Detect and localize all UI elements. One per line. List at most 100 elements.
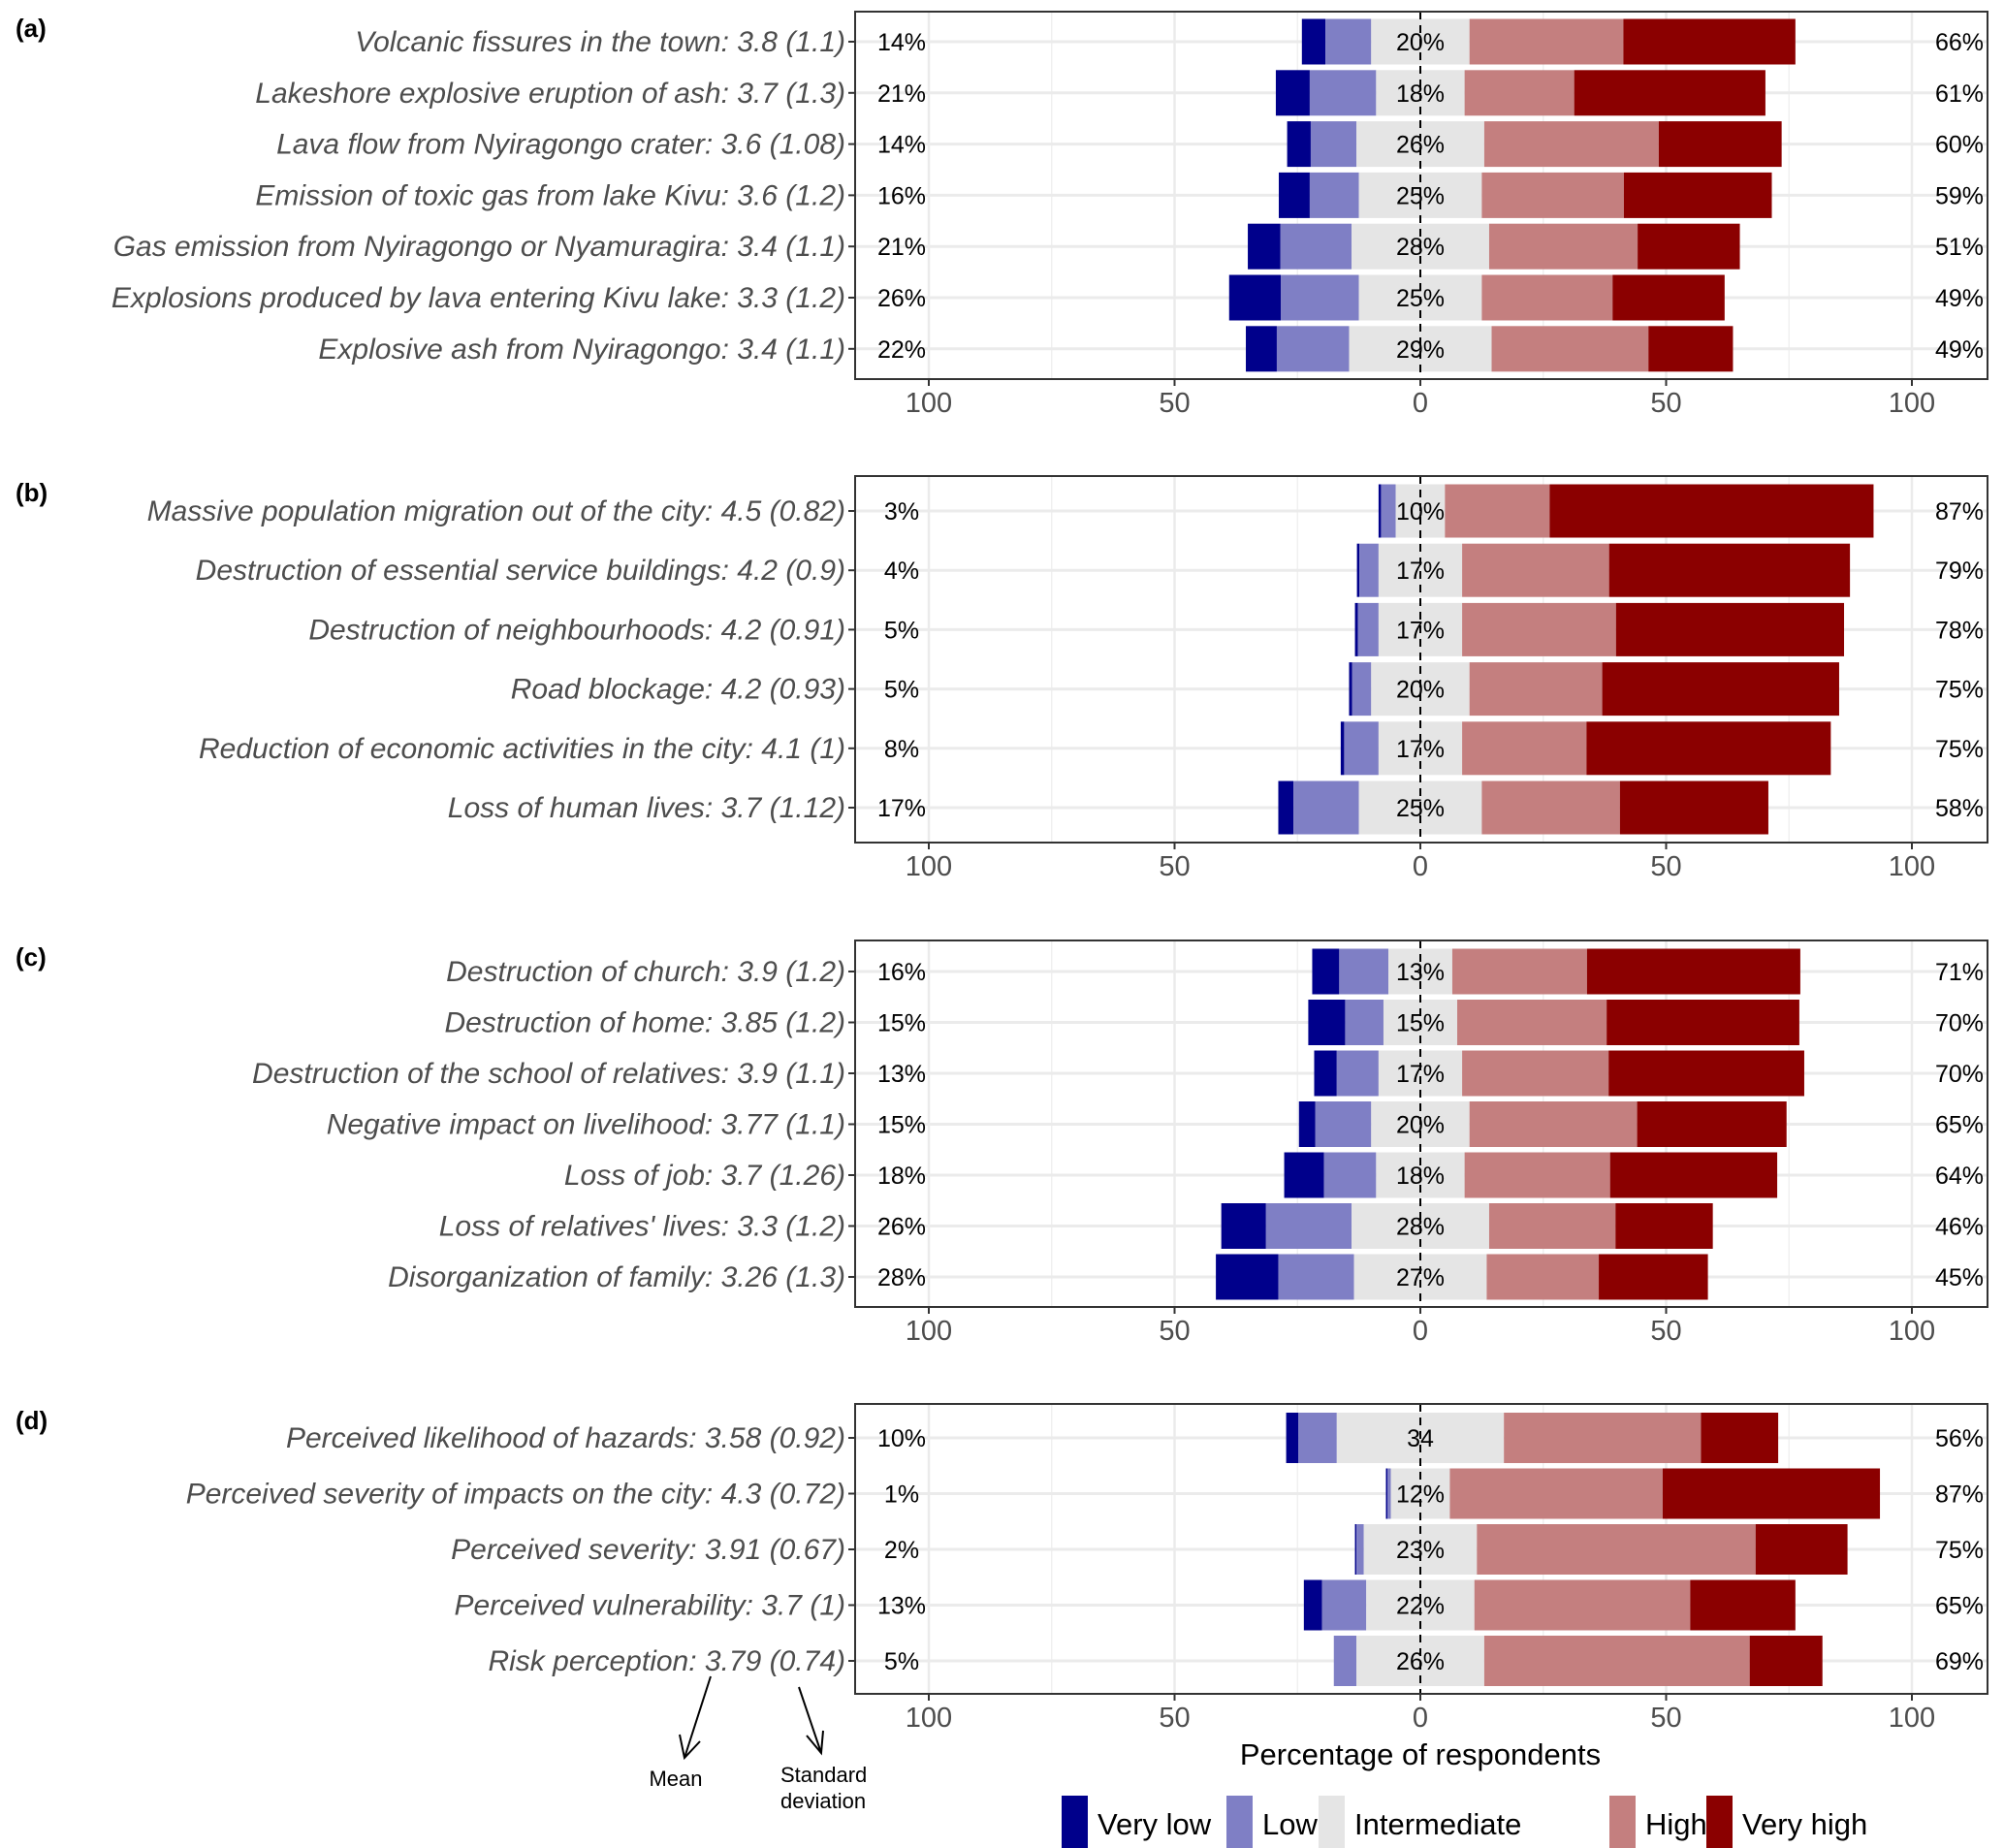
bar-segment-very-low xyxy=(1349,662,1352,717)
bar-segment-high xyxy=(1451,948,1587,995)
left-percent-label: 28% xyxy=(877,1264,926,1291)
bar-segment-low xyxy=(1359,543,1379,597)
bar-segment-low xyxy=(1280,223,1352,270)
bar-segment-high xyxy=(1464,70,1575,116)
panels: (a) 14% 20% 66%Volcanic fissures in the tow… xyxy=(16,11,1988,1734)
category-label: Perceived vulnerability: 3.7 (1) xyxy=(454,1590,845,1622)
x-tick-label: 0 xyxy=(1413,851,1428,882)
left-percent-label: 5% xyxy=(884,677,919,704)
bar-segment-very-low xyxy=(1286,1413,1299,1463)
bar-row: 5% 26% 69%Risk perception: 3.79 (0.74) xyxy=(488,1636,1984,1686)
bar-segment-high xyxy=(1486,1254,1600,1300)
category-label: Lakeshore explosive eruption of ash: 3.7… xyxy=(255,78,845,110)
right-percent-label: 46% xyxy=(1935,1214,1984,1241)
bar-row: 13% 22% 65%Perceived vulnerability: 3.7 (1… xyxy=(454,1579,1984,1631)
category-label: Loss of human lives: 3.7 (1.12) xyxy=(448,792,845,824)
category-label: Emission of toxic gas from lake Kivu: 3.… xyxy=(255,179,845,211)
right-percent-label: 49% xyxy=(1935,336,1984,364)
panel-tag: (d) xyxy=(16,1406,48,1435)
bar-segment-high xyxy=(1483,1636,1750,1686)
bar-row: 17% 25% 58%Loss of human lives: 3.7 (1.12) xyxy=(448,781,1984,835)
bar-row: 22% 29% 49%Explosive ash from Nyiragongo: … xyxy=(318,326,1984,372)
bar-segment-high xyxy=(1457,1000,1607,1045)
bar-segment-intermediate xyxy=(1356,121,1484,168)
right-percent-label: 59% xyxy=(1935,182,1984,209)
left-percent-label: 21% xyxy=(877,80,926,108)
legend-label: Low xyxy=(1262,1807,1318,1841)
x-tick-label: 0 xyxy=(1413,1316,1428,1347)
right-percent-label: 51% xyxy=(1935,234,1984,261)
left-percent-label: 10% xyxy=(877,1425,926,1452)
bar-segment-intermediate xyxy=(1349,326,1492,372)
x-tick-label: 100 xyxy=(906,851,952,882)
bar-row: 15% 15% 70%Destruction of home: 3.85 (1.2) xyxy=(444,1000,1984,1045)
bar-segment-very-low xyxy=(1303,1579,1322,1631)
right-percent-label: 70% xyxy=(1935,1061,1984,1088)
category-label: Loss of relatives' lives: 3.3 (1.2) xyxy=(439,1211,845,1243)
right-percent-label: 58% xyxy=(1935,795,1984,822)
bar-row: 1% 12% 87%Perceived severity of impacts on… xyxy=(186,1468,1984,1519)
bar-segment-low xyxy=(1345,1000,1384,1045)
bar-segment-high xyxy=(1449,1468,1663,1519)
bar-segment-very-low xyxy=(1221,1203,1266,1249)
bar-segment-very-high xyxy=(1755,1524,1848,1575)
bar-segment-low xyxy=(1336,1050,1379,1097)
bar-segment-high xyxy=(1488,1203,1616,1249)
bar-segment-very-high xyxy=(1586,948,1800,995)
bar-row: 13% 17% 70%Destruction of the school of re… xyxy=(252,1050,1984,1097)
legend-item-intermediate: Intermediate xyxy=(1319,1796,1521,1848)
mean-arrow xyxy=(684,1675,712,1759)
bar-segment-high xyxy=(1504,1413,1702,1463)
bar-row: 21% 18% 61%Lakeshore explosive eruption of… xyxy=(255,70,1984,116)
left-percent-label: 16% xyxy=(877,959,926,986)
bar-segment-high xyxy=(1445,484,1550,538)
bar-segment-very-low xyxy=(1216,1254,1279,1300)
left-percent-label: 14% xyxy=(877,132,926,159)
bar-row: 5% 17% 78%Destruction of neighbourhoods: 4… xyxy=(308,602,1984,656)
x-tick-label: 100 xyxy=(1889,388,1935,419)
right-percent-label: 61% xyxy=(1935,80,1984,108)
bar-segment-very-low xyxy=(1354,1524,1357,1575)
bar-segment-high xyxy=(1469,18,1624,65)
right-percent-label: 65% xyxy=(1935,1112,1984,1139)
bar-segment-low xyxy=(1339,948,1389,995)
bar-segment-very-low xyxy=(1312,948,1340,995)
left-percent-label: 5% xyxy=(884,1648,919,1675)
bar-row: 21% 28% 51%Gas emission from Nyiragongo or… xyxy=(113,223,1984,270)
bar-segment-low xyxy=(1309,172,1359,218)
left-percent-label: 16% xyxy=(877,182,926,209)
left-percent-label: 5% xyxy=(884,617,919,644)
panel-tag: (c) xyxy=(16,942,47,972)
category-label: Negative impact on livelihood: 3.77 (1.1… xyxy=(327,1109,845,1141)
bar-segment-high xyxy=(1462,543,1609,597)
bar-segment-very-high xyxy=(1609,1152,1778,1198)
left-percent-label: 3% xyxy=(884,498,919,526)
bar-segment-low xyxy=(1321,1579,1367,1631)
bar-segment-high xyxy=(1462,721,1587,776)
legend-label: Intermediate xyxy=(1354,1807,1521,1841)
x-tick-label: 50 xyxy=(1159,388,1190,419)
bar-row: 14% 26% 60%Lava flow from Nyiragongo crate… xyxy=(276,121,1984,168)
mean-arrow-head xyxy=(679,1734,701,1761)
category-label: Disorganization of family: 3.26 (1.3) xyxy=(388,1261,845,1293)
bar-segment-intermediate xyxy=(1378,1050,1463,1097)
bar-row: 15% 20% 65%Negative impact on livelihood: … xyxy=(327,1101,1984,1147)
right-percent-label: 87% xyxy=(1935,1482,1984,1509)
bar-segment-very-high xyxy=(1549,484,1874,538)
bar-segment-low xyxy=(1387,1468,1391,1519)
bar-segment-very-high xyxy=(1623,18,1796,65)
bar-segment-very-low xyxy=(1301,18,1326,65)
category-label: Risk perception: 3.79 (0.74) xyxy=(488,1645,845,1677)
x-tick-label: 50 xyxy=(1650,388,1681,419)
category-label: Destruction of neighbourhoods: 4.2 (0.91… xyxy=(308,614,845,646)
bar-segment-high xyxy=(1481,172,1624,218)
bar-segment-low xyxy=(1309,70,1377,116)
bar-segment-very-high xyxy=(1701,1413,1779,1463)
bar-segment-very-high xyxy=(1648,326,1734,372)
left-percent-label: 21% xyxy=(877,234,926,261)
sd-annotation-line1: Standard xyxy=(780,1763,867,1787)
panel-c: (c)16% 13% 71%Destruction of church: 3.9 (… xyxy=(16,940,1988,1347)
legend-label: Very low xyxy=(1097,1807,1212,1841)
legend-label: High xyxy=(1645,1807,1707,1841)
bar-row: 26% 25% 49%Explosions produced by lava ent… xyxy=(111,274,1984,321)
